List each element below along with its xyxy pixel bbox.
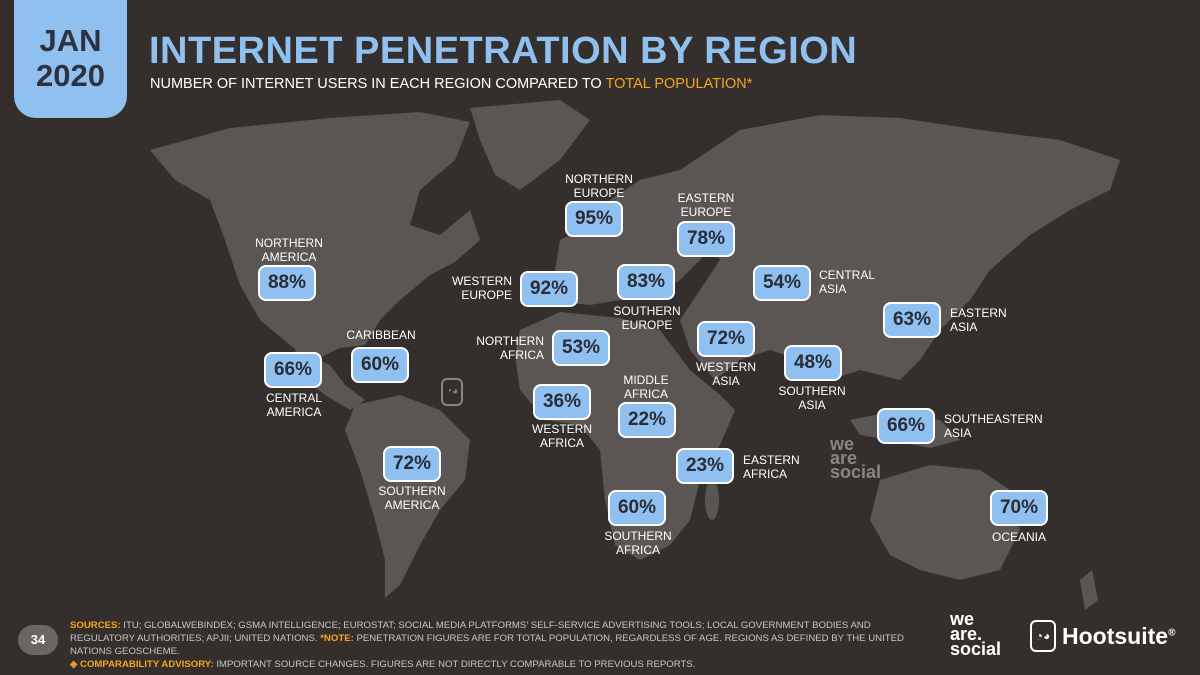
map-europe — [540, 170, 720, 305]
hootsuite-name: Hootsuite — [1062, 623, 1169, 649]
label-central-america: CENTRAL AMERICA — [265, 391, 322, 419]
page-subtitle: NUMBER OF INTERNET USERS IN EACH REGION … — [150, 76, 752, 92]
page-number: 34 — [18, 625, 58, 655]
map-north-america — [150, 112, 480, 362]
label-southern-africa: SOUTHERN AFRICA — [604, 529, 672, 557]
value-middle-africa: 22% — [618, 402, 676, 438]
value-southern-america: 72% — [383, 446, 441, 482]
map-new-zealand — [1080, 570, 1098, 610]
map-australia — [870, 465, 1020, 580]
we-are-social-logo: we are. social — [950, 609, 1002, 659]
label-central-asia: CENTRAL ASIA — [819, 268, 876, 296]
value-western-europe: 92% — [520, 271, 578, 307]
value-eastern-europe: 78% — [677, 221, 735, 257]
label-northern-europe: NORTHERN EUROPE — [565, 172, 633, 200]
value-southern-europe: 83% — [617, 264, 675, 300]
value-northern-america: 88% — [258, 265, 316, 301]
label-western-asia: WESTERN ASIA — [696, 360, 756, 388]
hootsuite-watermark-icon: ◔◕ — [441, 378, 463, 406]
value-southern-africa: 60% — [608, 490, 666, 526]
value-southeastern-asia: 66% — [877, 408, 935, 444]
date-badge: JAN 2020 — [14, 0, 127, 118]
label-northern-america: NORTHERN AMERICA — [255, 236, 323, 264]
page-title: INTERNET PENETRATION BY REGION — [149, 30, 858, 72]
value-eastern-africa: 23% — [676, 448, 734, 484]
label-northern-africa: NORTHERN AFRICA — [476, 334, 544, 362]
map-asia — [680, 115, 1120, 380]
label-eastern-europe: EASTERN EUROPE — [677, 191, 735, 219]
map-greenland — [470, 100, 590, 190]
wm-line-2: are — [830, 448, 858, 468]
label-southeastern-asia: SOUTHEASTERN ASIA — [944, 412, 1043, 440]
badge-year: 2020 — [36, 58, 105, 93]
map-japan — [940, 245, 965, 320]
label-southern-asia: SOUTHERN ASIA — [778, 384, 846, 412]
ws-line-1: we — [950, 609, 975, 629]
sources-text: ITU; GLOBALWEBINDEX; GSMA INTELLIGENCE; … — [70, 620, 871, 644]
value-caribbean: 60% — [351, 347, 409, 383]
ws-line-3: social — [950, 639, 1002, 659]
hootsuite-logo: Hootsuite® — [1062, 623, 1175, 650]
label-oceania: OCEANIA — [991, 530, 1046, 544]
note-text: PENETRATION FIGURES ARE FOR TOTAL POPULA… — [70, 633, 904, 657]
footer-notes: SOURCES: ITU; GLOBALWEBINDEX; GSMA INTEL… — [70, 619, 930, 671]
value-southern-asia: 48% — [784, 345, 842, 381]
wm-line-3: social — [830, 462, 882, 482]
value-northern-africa: 53% — [552, 330, 610, 366]
value-central-asia: 54% — [753, 265, 811, 301]
value-eastern-asia: 63% — [883, 302, 941, 338]
label-eastern-asia: EASTERN ASIA — [950, 306, 1007, 334]
label-middle-africa: MIDDLE AFRICA — [623, 373, 669, 401]
wm-line-1: we — [830, 434, 855, 454]
label-southern-europe: SOUTHERN EUROPE — [613, 304, 681, 332]
value-western-africa: 36% — [533, 384, 591, 420]
ws-line-2: are. — [950, 624, 983, 644]
label-eastern-africa: EASTERN AFRICA — [743, 453, 800, 481]
label-southern-america: SOUTHERN AMERICA — [378, 484, 446, 512]
label-western-africa: WESTERN AFRICA — [532, 422, 592, 450]
value-central-america: 66% — [264, 352, 322, 388]
label-caribbean: CARIBBEAN — [346, 328, 416, 342]
hootsuite-owl-icon: ◔◕ — [1030, 620, 1056, 652]
value-western-asia: 72% — [697, 321, 755, 357]
value-oceania: 70% — [990, 490, 1048, 526]
subtitle-main: NUMBER OF INTERNET USERS IN EACH REGION … — [150, 76, 606, 92]
we-are-social-watermark: we are social — [830, 434, 882, 482]
sources-label: SOURCES: — [70, 620, 121, 631]
label-western-europe: WESTERN EUROPE — [452, 274, 512, 302]
advisory-label: ◈ COMPARABILITY ADVISORY: — [70, 659, 214, 670]
badge-month: JAN — [39, 23, 102, 58]
value-northern-europe: 95% — [565, 201, 623, 237]
note-label: *NOTE: — [320, 633, 354, 644]
subtitle-accent: TOTAL POPULATION* — [605, 76, 753, 92]
hootsuite-registered-mark: ® — [1168, 627, 1176, 639]
map-south-america — [345, 395, 470, 598]
map-madagascar — [705, 480, 719, 520]
advisory-text: IMPORTANT SOURCE CHANGES. FIGURES ARE NO… — [213, 659, 696, 670]
